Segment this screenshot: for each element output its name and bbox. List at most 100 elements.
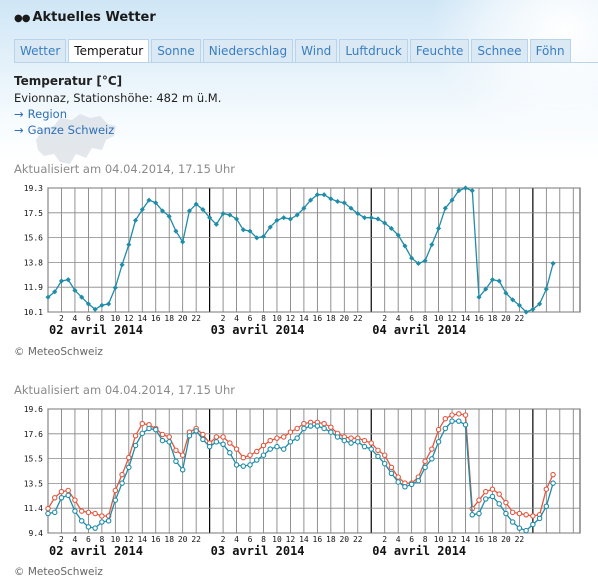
hour-tick-label: 8 [99,535,104,544]
data-point [496,501,502,507]
hour-tick-label: 2 [221,535,226,544]
data-point [227,440,233,446]
tab-sonne[interactable]: Sonne [151,39,201,62]
data-point [489,486,496,492]
data-point [530,521,536,528]
data-point [247,462,253,468]
hour-tick-label: 22 [515,535,525,544]
data-point [509,509,516,516]
data-point [260,233,267,240]
data-point [254,235,260,241]
region-link[interactable]: → Region [14,107,67,121]
hour-tick-label: 12 [286,314,296,323]
data-point [361,443,368,450]
tab-schnee[interactable]: Schnee [471,39,528,62]
data-point [78,508,85,514]
data-point [442,205,448,211]
data-point [415,260,421,267]
data-point [516,525,523,531]
data-point [186,432,193,439]
hour-tick-label: 14 [137,535,147,544]
data-point [294,425,300,432]
data-point [381,460,388,467]
hour-tick-label: 14 [461,535,471,544]
hour-tick-label: 6 [409,535,414,544]
data-point [301,425,307,432]
data-point [152,426,159,433]
data-point [503,499,509,506]
tab-niederschlag[interactable]: Niederschlag [202,39,294,62]
data-point [388,470,395,477]
hour-tick-label: 6 [409,314,414,323]
tab-luftdruck[interactable]: Luftdruck [339,39,408,62]
chart1-updated: Aktualisiert am 04.04.2014, 17.15 Uhr [14,162,235,176]
tab-wetter[interactable]: Wetter [14,39,67,62]
data-point [45,505,51,512]
data-point [328,429,334,435]
data-point [321,192,327,198]
hour-tick-label: 12 [124,314,134,323]
hour-tick-label: 18 [488,535,498,544]
hour-tick-label: 10 [272,535,282,544]
hour-tick-label: 14 [299,535,309,544]
y-tick-label: 13.8 [24,258,43,267]
hour-tick-label: 6 [248,314,253,323]
y-tick-label: 19.3 [24,184,43,193]
data-point [126,464,132,471]
data-point [220,211,226,217]
tab-temperatur[interactable]: Temperatur [68,39,150,63]
day-label: 02 avril 2014 [49,544,143,558]
data-point [72,497,78,503]
data-point [409,255,415,261]
hour-tick-label: 18 [326,535,336,544]
data-point [280,446,287,452]
tab-foehn[interactable]: Föhn [529,39,571,62]
data-point [429,446,435,452]
data-point [422,464,428,471]
data-point [537,301,543,307]
y-tick-label: 19.6 [24,405,43,414]
hour-tick-label: 16 [474,314,484,323]
data-point [220,441,226,448]
data-point [179,452,186,458]
data-point [274,435,280,441]
data-point [516,510,523,517]
data-point [78,518,85,524]
data-point [193,428,199,434]
data-point [119,471,125,478]
switzerland-map-icon [36,114,116,164]
data-point [119,480,125,486]
data-point [105,518,112,524]
data-point [65,492,71,499]
tab-wind[interactable]: Wind [295,39,338,62]
hour-tick-label: 8 [261,314,266,323]
section-title: Temperatur [°C] [14,74,123,88]
switzerland-link-label: Ganze Schweiz [27,123,115,137]
hour-tick-label: 22 [515,314,525,323]
region-link-label: Region [27,107,68,121]
data-point [173,458,179,465]
tab-feuchte[interactable]: Feuchte [409,39,470,62]
data-point [139,420,146,427]
temperature-chart: 19.317.515.613.811.910.12 4 6 8 10 12 14 16 18 20… [24,184,581,337]
y-tick-label: 10.1 [24,308,43,317]
data-point [92,510,98,517]
data-point [321,425,327,432]
data-point [132,432,139,439]
data-point [92,306,98,312]
data-point [456,418,462,424]
data-point [469,512,476,518]
data-point [240,463,247,469]
data-point [106,301,112,307]
switzerland-link[interactable]: → Ganze Schweiz [14,123,114,137]
day-label: 03 avril 2014 [211,544,305,558]
hour-tick-label: 6 [248,535,253,544]
hour-tick-label: 12 [447,535,457,544]
data-point [274,443,280,450]
y-tick-label: 11.4 [24,504,43,513]
data-point [388,225,394,232]
data-point [112,497,119,503]
data-point [496,491,502,497]
data-point [523,512,529,518]
plot-area [47,187,581,313]
